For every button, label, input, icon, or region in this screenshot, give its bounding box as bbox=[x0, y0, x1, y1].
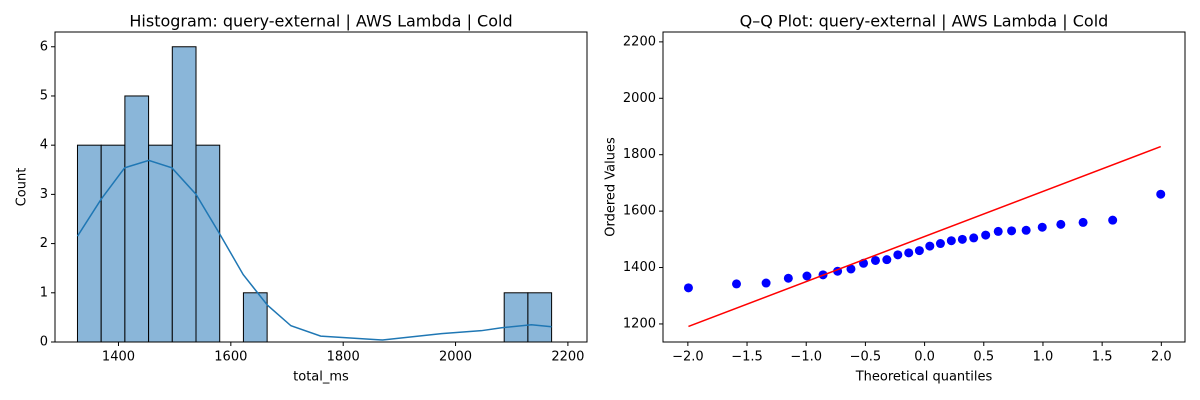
x-tick-label: −1.0 bbox=[790, 350, 822, 365]
y-tick-label: 1600 bbox=[623, 204, 656, 219]
y-tick-label: 1800 bbox=[623, 147, 656, 162]
data-point bbox=[1078, 217, 1088, 227]
data-point bbox=[1037, 222, 1047, 232]
data-point bbox=[957, 234, 967, 244]
data-point bbox=[761, 278, 771, 288]
x-tick-label: 0.0 bbox=[914, 350, 935, 365]
data-point bbox=[914, 246, 924, 256]
y-tick-label: 5 bbox=[40, 88, 48, 103]
y-tick-label: 0 bbox=[40, 335, 48, 350]
x-tick-label: 1.0 bbox=[1033, 350, 1054, 365]
x-tick-label: 1400 bbox=[102, 350, 135, 365]
x-tick-label: 2.0 bbox=[1151, 350, 1172, 365]
data-point bbox=[1056, 219, 1066, 229]
data-point bbox=[732, 279, 742, 289]
data-point bbox=[683, 283, 693, 293]
data-point bbox=[1007, 226, 1017, 236]
data-point bbox=[846, 264, 856, 274]
histogram-bar bbox=[171, 46, 197, 343]
histogram-bar bbox=[76, 144, 102, 343]
data-point bbox=[1156, 189, 1166, 199]
data-point bbox=[904, 248, 914, 258]
histogram-bar bbox=[148, 144, 173, 343]
x-tick-label: −2.0 bbox=[672, 350, 704, 365]
histogram-bar bbox=[100, 144, 126, 343]
chart-title: Q–Q Plot: query-external | AWS Lambda | … bbox=[740, 12, 1109, 31]
data-point bbox=[946, 236, 956, 246]
y-tick-label: 6 bbox=[40, 39, 48, 54]
data-point bbox=[1021, 225, 1031, 235]
data-point bbox=[783, 273, 793, 283]
data-point bbox=[802, 271, 812, 281]
data-point bbox=[981, 230, 991, 240]
y-tick-label: 4 bbox=[40, 138, 48, 153]
x-tick-label: 1600 bbox=[214, 350, 247, 365]
histogram-bar bbox=[195, 144, 221, 343]
data-point bbox=[969, 233, 979, 243]
data-point bbox=[870, 255, 880, 265]
y-tick-label: 1400 bbox=[623, 260, 656, 275]
y-tick-label: 2200 bbox=[623, 34, 656, 49]
histogram-bar bbox=[124, 95, 150, 343]
x-tick-label: −1.5 bbox=[731, 350, 763, 365]
y-axis-label: Ordered Values bbox=[604, 137, 619, 237]
y-tick-label: 1200 bbox=[623, 316, 656, 331]
y-tick-label: 1 bbox=[40, 285, 48, 300]
x-tick-label: 2000 bbox=[439, 350, 472, 365]
histogram-bar bbox=[527, 292, 553, 343]
axes-frame bbox=[54, 31, 588, 343]
data-point bbox=[925, 241, 935, 251]
axes-frame bbox=[662, 31, 1186, 343]
x-tick-label: 1.5 bbox=[1092, 350, 1113, 365]
y-tick-label: 2 bbox=[40, 236, 48, 251]
fit-line bbox=[688, 145, 1162, 328]
kde-line bbox=[76, 159, 552, 341]
x-axis-label: total_ms bbox=[293, 370, 349, 385]
y-tick-label: 3 bbox=[40, 187, 48, 202]
data-point bbox=[893, 250, 903, 260]
data-point bbox=[935, 239, 945, 249]
data-point bbox=[1108, 215, 1118, 225]
histogram-bar bbox=[503, 292, 529, 343]
x-tick-label: 0.5 bbox=[973, 350, 994, 365]
data-point bbox=[882, 255, 892, 265]
y-tick-label: 2000 bbox=[623, 91, 656, 106]
x-tick-label: 2200 bbox=[551, 350, 584, 365]
x-tick-label: −0.5 bbox=[850, 350, 882, 365]
data-point bbox=[993, 226, 1003, 236]
x-tick-label: 1800 bbox=[327, 350, 360, 365]
y-axis-label: Count bbox=[15, 168, 30, 207]
x-axis-label: Theoretical quantiles bbox=[855, 370, 993, 385]
chart-title: Histogram: query-external | AWS Lambda |… bbox=[129, 12, 512, 31]
